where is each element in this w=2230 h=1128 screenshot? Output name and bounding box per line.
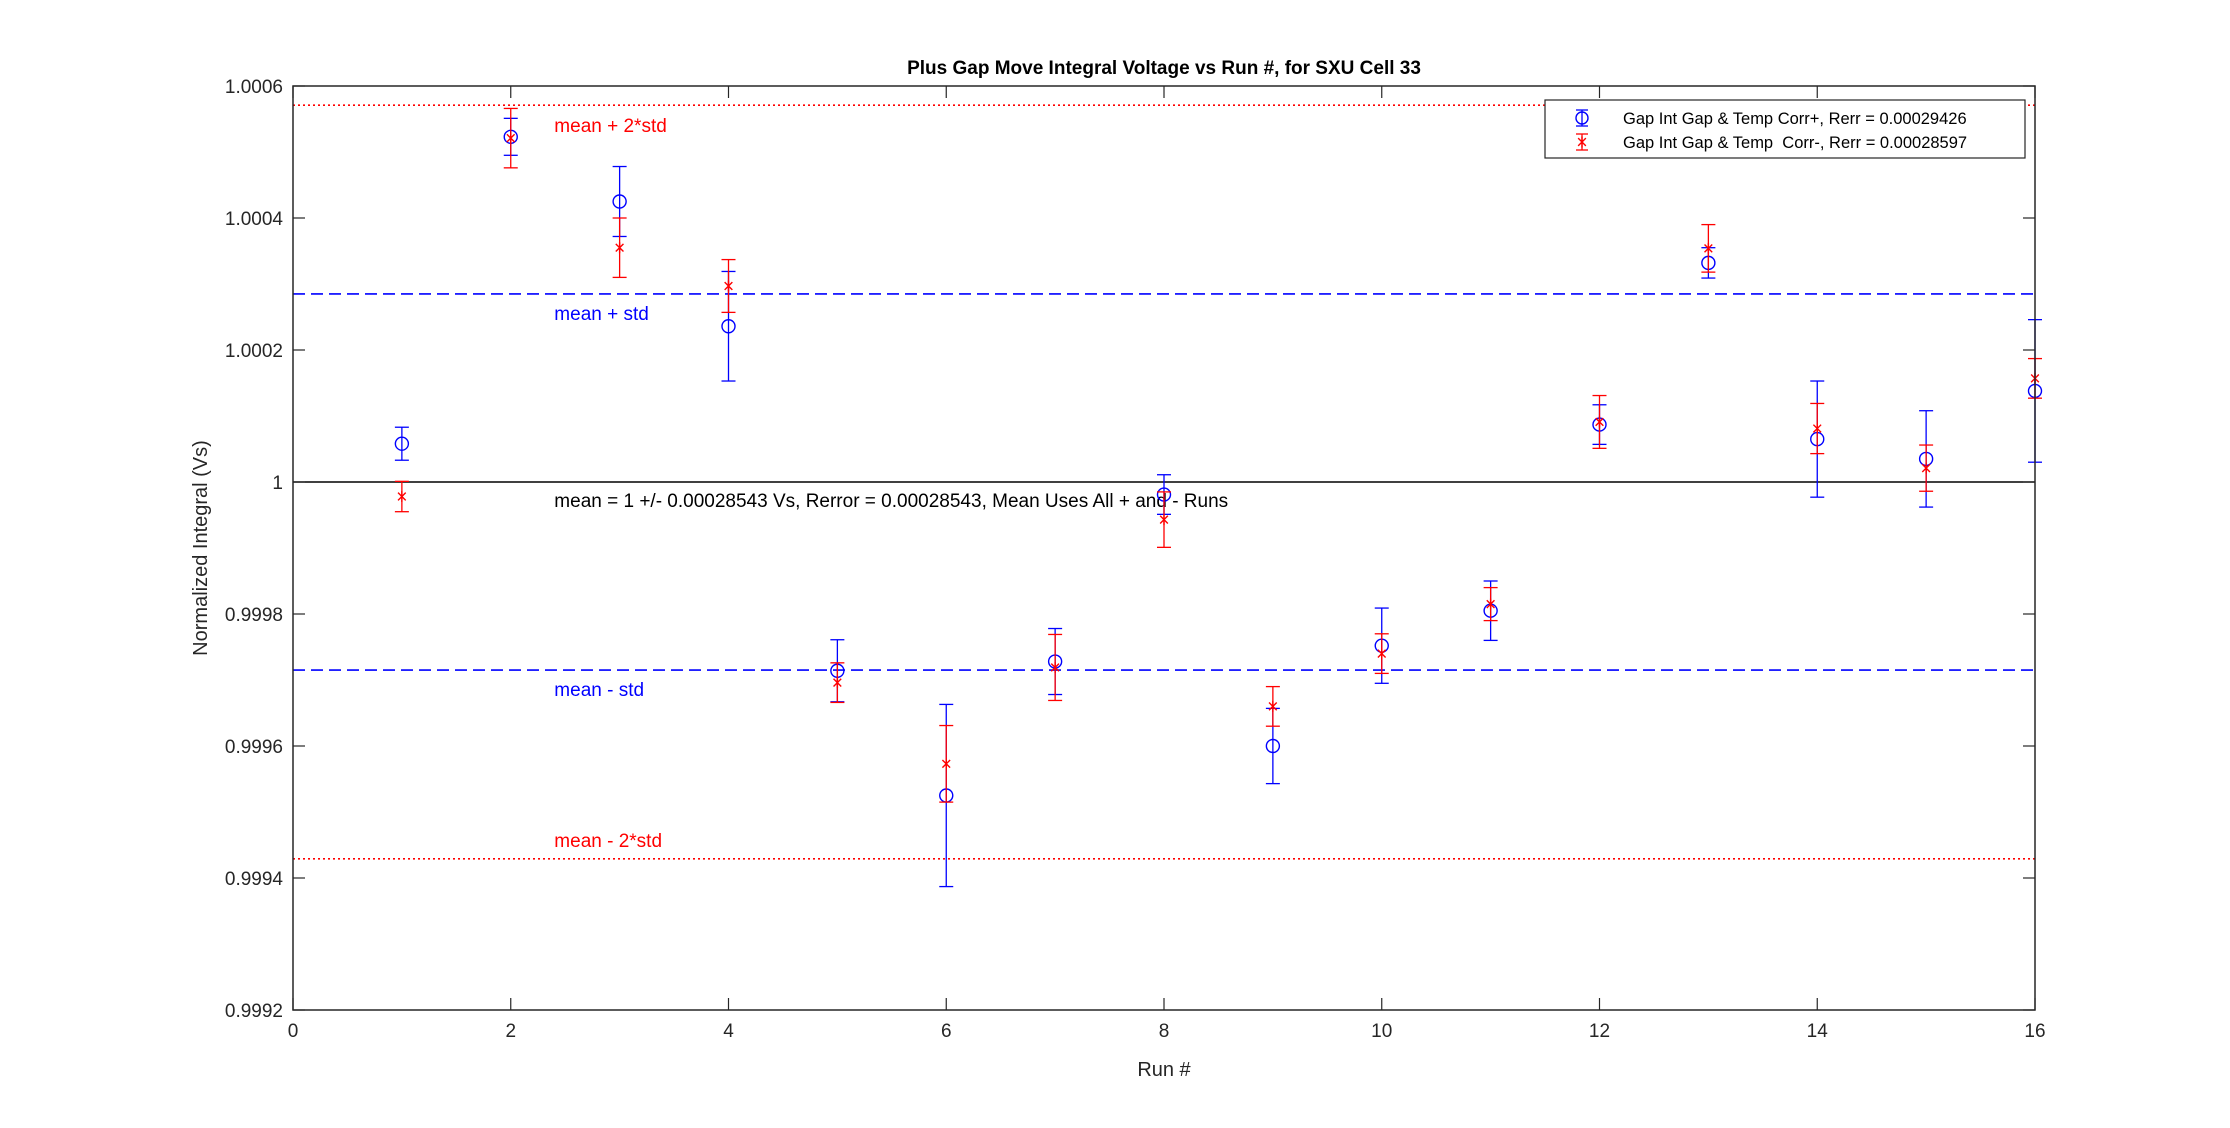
data-point-asterisk xyxy=(1921,462,1931,474)
y-tick-label: 0.9998 xyxy=(225,605,283,626)
x-tick-label: 14 xyxy=(1807,1021,1829,1042)
ticks: 0 2 4 6 8 10 12 14 16 0.9992 0.9994 0.9996 0.9998 1 1.… xyxy=(225,77,2046,1042)
reference-line-label: mean - std xyxy=(554,680,644,701)
data-point-circle xyxy=(394,436,410,451)
legend-entry-label: Gap Int Gap & Temp Corr+, Rerr = 0.00029… xyxy=(1623,110,1967,128)
data-point-asterisk xyxy=(941,758,951,770)
legend-entry-label: Gap Int Gap & Temp Corr-, Rerr = 0.00028… xyxy=(1623,134,1967,152)
x-tick-label: 10 xyxy=(1371,1021,1392,1042)
x-tick-label: 12 xyxy=(1589,1021,1610,1042)
x-tick-label: 6 xyxy=(941,1021,952,1042)
x-tick-label: 0 xyxy=(288,1021,299,1042)
data-point-asterisk xyxy=(1704,242,1713,254)
data-point-asterisk xyxy=(833,677,842,689)
data-point-asterisk xyxy=(1812,423,1822,435)
data-point-circle xyxy=(612,194,627,209)
reference-line-label: mean + 2*std xyxy=(554,116,667,137)
y-tick-label: 0.9994 xyxy=(225,869,284,890)
reference-line-label: mean - 2*std xyxy=(554,831,662,852)
legend: Gap Int Gap & Temp Corr+, Rerr = 0.00029… xyxy=(1544,99,2026,159)
y-tick-label: 1 xyxy=(272,473,283,494)
y-axis-label: Normalized Integral (Vs) xyxy=(190,440,212,656)
data-point-asterisk xyxy=(1595,416,1604,428)
data-point-circle xyxy=(1265,738,1281,754)
data-point-asterisk xyxy=(1050,661,1060,673)
x-tick-label: 16 xyxy=(2024,1021,2045,1042)
reference-lines: mean + 2*std mean + std mean = 1 +/- 0.000… xyxy=(293,104,2035,860)
axes-background xyxy=(293,86,2035,1010)
data-point-asterisk xyxy=(506,132,516,144)
y-tick-label: 0.9996 xyxy=(225,737,283,758)
data-marks xyxy=(394,107,2043,888)
x-tick-label: 4 xyxy=(723,1021,734,1042)
data-point-asterisk xyxy=(397,491,407,503)
legend-marker-circle xyxy=(1575,111,1589,125)
x-tick-label: 8 xyxy=(1159,1021,1170,1042)
y-tick-label: 1.0002 xyxy=(225,341,283,362)
data-point-circle xyxy=(721,319,736,334)
legend-marker-asterisk xyxy=(1577,136,1587,148)
y-tick-label: 1.0004 xyxy=(225,209,284,230)
data-point-asterisk xyxy=(1159,514,1169,526)
legend-box xyxy=(1544,99,2026,159)
data-point-asterisk xyxy=(1486,598,1495,610)
data-point-asterisk xyxy=(724,280,733,292)
x-tick-label: 2 xyxy=(505,1021,516,1042)
x-axis-label: Run # xyxy=(1137,1059,1191,1081)
data-point-asterisk xyxy=(1377,648,1387,660)
series-2 xyxy=(394,107,2042,803)
reference-line-label: mean + std xyxy=(554,304,649,325)
chart-title: Plus Gap Move Integral Voltage vs Run #,… xyxy=(907,58,1421,79)
y-tick-label: 1.0006 xyxy=(225,77,283,98)
y-tick-label: 0.9992 xyxy=(225,1001,283,1022)
data-point-asterisk xyxy=(615,242,624,254)
data-point-asterisk xyxy=(1268,700,1278,712)
reference-line-label: mean = 1 +/- 0.00028543 Vs, Rerror = 0.0… xyxy=(554,491,1228,512)
